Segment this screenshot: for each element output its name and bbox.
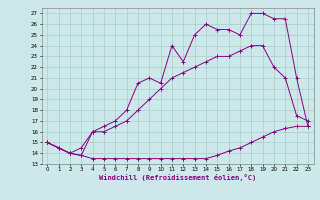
X-axis label: Windchill (Refroidissement éolien,°C): Windchill (Refroidissement éolien,°C): [99, 174, 256, 181]
